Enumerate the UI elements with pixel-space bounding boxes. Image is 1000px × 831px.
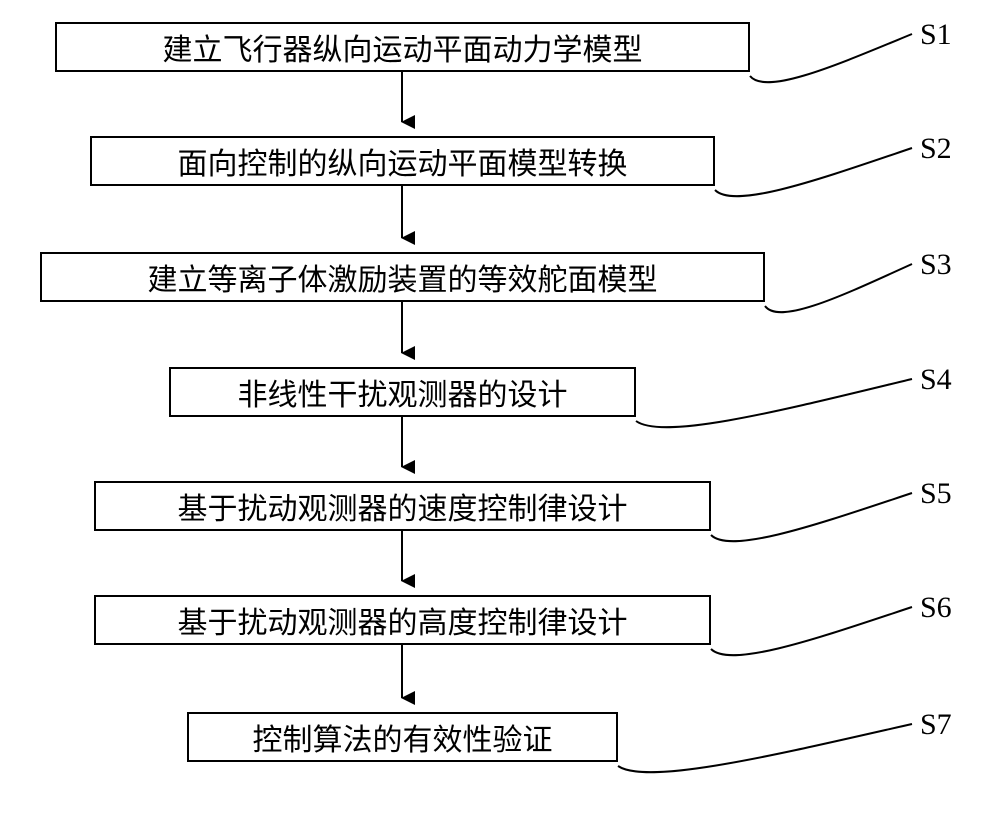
label-connector-1 bbox=[750, 34, 912, 82]
label-connector-4 bbox=[636, 379, 912, 427]
step-label-6: S6 bbox=[920, 591, 952, 625]
label-connector-3 bbox=[765, 264, 912, 312]
step-box-3: 建立等离子体激励装置的等效舵面模型 bbox=[40, 252, 765, 302]
flowchart-canvas: 建立飞行器纵向运动平面动力学模型 S1 面向控制的纵向运动平面模型转换 S2 建立等离子… bbox=[0, 0, 1000, 831]
step-text-1: 建立飞行器纵向运动平面动力学模型 bbox=[163, 25, 643, 69]
step-text-3: 建立等离子体激励装置的等效舵面模型 bbox=[148, 255, 658, 299]
step-box-1: 建立飞行器纵向运动平面动力学模型 bbox=[55, 22, 750, 72]
step-text-7: 控制算法的有效性验证 bbox=[253, 715, 553, 759]
label-connector-2 bbox=[715, 148, 912, 196]
label-connector-5 bbox=[711, 493, 912, 541]
step-label-3: S3 bbox=[920, 248, 952, 282]
step-box-5: 基于扰动观测器的速度控制律设计 bbox=[94, 481, 711, 531]
label-connector-7 bbox=[618, 724, 912, 772]
step-text-5: 基于扰动观测器的速度控制律设计 bbox=[178, 484, 628, 528]
step-text-2: 面向控制的纵向运动平面模型转换 bbox=[178, 139, 628, 183]
step-text-6: 基于扰动观测器的高度控制律设计 bbox=[178, 598, 628, 642]
step-box-6: 基于扰动观测器的高度控制律设计 bbox=[94, 595, 711, 645]
step-label-2: S2 bbox=[920, 132, 952, 166]
step-box-7: 控制算法的有效性验证 bbox=[187, 712, 618, 762]
step-box-2: 面向控制的纵向运动平面模型转换 bbox=[90, 136, 715, 186]
step-label-4: S4 bbox=[920, 363, 952, 397]
step-box-4: 非线性干扰观测器的设计 bbox=[169, 367, 636, 417]
label-connector-6 bbox=[711, 607, 912, 655]
step-label-5: S5 bbox=[920, 477, 952, 511]
step-label-7: S7 bbox=[920, 708, 952, 742]
step-label-1: S1 bbox=[920, 18, 952, 52]
step-text-4: 非线性干扰观测器的设计 bbox=[238, 370, 568, 414]
